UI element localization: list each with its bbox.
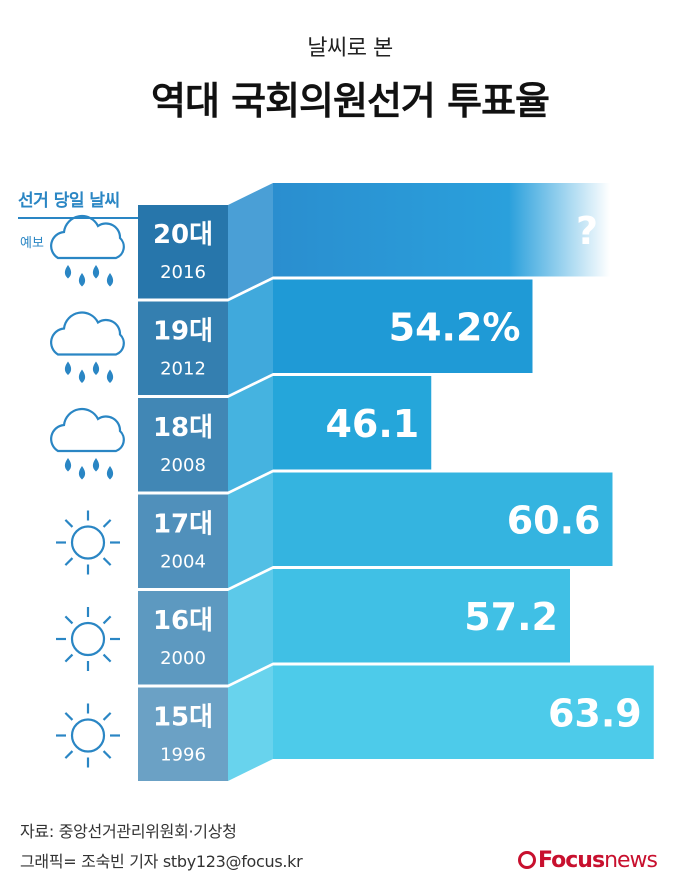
- year-label-0: 2016: [160, 262, 206, 283]
- bar-5: [273, 665, 654, 759]
- source-text: 자료: 중앙선거관리위원회·기상청: [20, 822, 237, 841]
- bar-3: [273, 472, 613, 566]
- bar-connector-0: [228, 183, 273, 299]
- forecast-label: 예보: [20, 236, 44, 251]
- bar-0: [273, 183, 610, 277]
- year-label-2: 2008: [160, 455, 206, 476]
- value-label-4: 57.2: [464, 595, 558, 639]
- value-label-0: ?: [576, 209, 598, 253]
- value-label-5: 63.9: [548, 691, 642, 735]
- bar-2: [273, 376, 432, 470]
- sun-icon-5: [56, 703, 120, 768]
- category-block-1: [138, 301, 228, 395]
- bar-connector-4: [228, 569, 273, 685]
- category-label-2: 18대: [153, 413, 213, 443]
- year-label-5: 1996: [160, 745, 206, 766]
- year-label-3: 2004: [160, 552, 206, 573]
- value-label-3: 60.6: [507, 498, 601, 542]
- category-label-1: 19대: [153, 317, 213, 347]
- category-label-0: 20대: [153, 220, 213, 250]
- year-label-4: 2000: [160, 648, 206, 669]
- rain-icon-0: [50, 214, 125, 287]
- bar-4: [273, 569, 570, 663]
- logo-news: news: [604, 848, 658, 873]
- sun-icon-4: [56, 607, 120, 671]
- category-block-3: [138, 494, 228, 588]
- weather-heading: 선거 당일 날씨: [18, 186, 138, 219]
- chart-title: 역대 국회의원선거 투표율: [150, 79, 550, 123]
- value-label-1: 54.2%: [389, 305, 521, 349]
- category-label-5: 15대: [153, 703, 213, 733]
- rain-icon-1: [50, 311, 125, 384]
- chart-subtitle: 날씨로 본: [307, 36, 393, 61]
- category-block-4: [138, 591, 228, 685]
- year-label-1: 2012: [160, 359, 206, 380]
- bar-connector-2: [228, 376, 273, 492]
- category-label-4: 16대: [153, 606, 213, 636]
- bar-connector-3: [228, 472, 273, 588]
- value-label-2: 46.1: [325, 402, 419, 446]
- category-block-0: [138, 205, 228, 299]
- bar-connector-1: [228, 279, 273, 395]
- credit-text: 그래픽= 조숙빈 기자 stby123@focus.kr: [20, 852, 303, 871]
- category-label-3: 17대: [153, 510, 213, 540]
- logo-focus: Focus: [538, 848, 605, 873]
- category-block-5: [138, 687, 228, 781]
- logo-mark-icon: [518, 851, 536, 869]
- category-block-2: [138, 398, 228, 492]
- sun-icon-3: [56, 510, 120, 575]
- bar-1: [273, 279, 533, 373]
- rain-icon-2: [50, 407, 125, 480]
- focusnews-logo: Focusnews: [518, 848, 658, 873]
- bar-connector-5: [228, 665, 273, 781]
